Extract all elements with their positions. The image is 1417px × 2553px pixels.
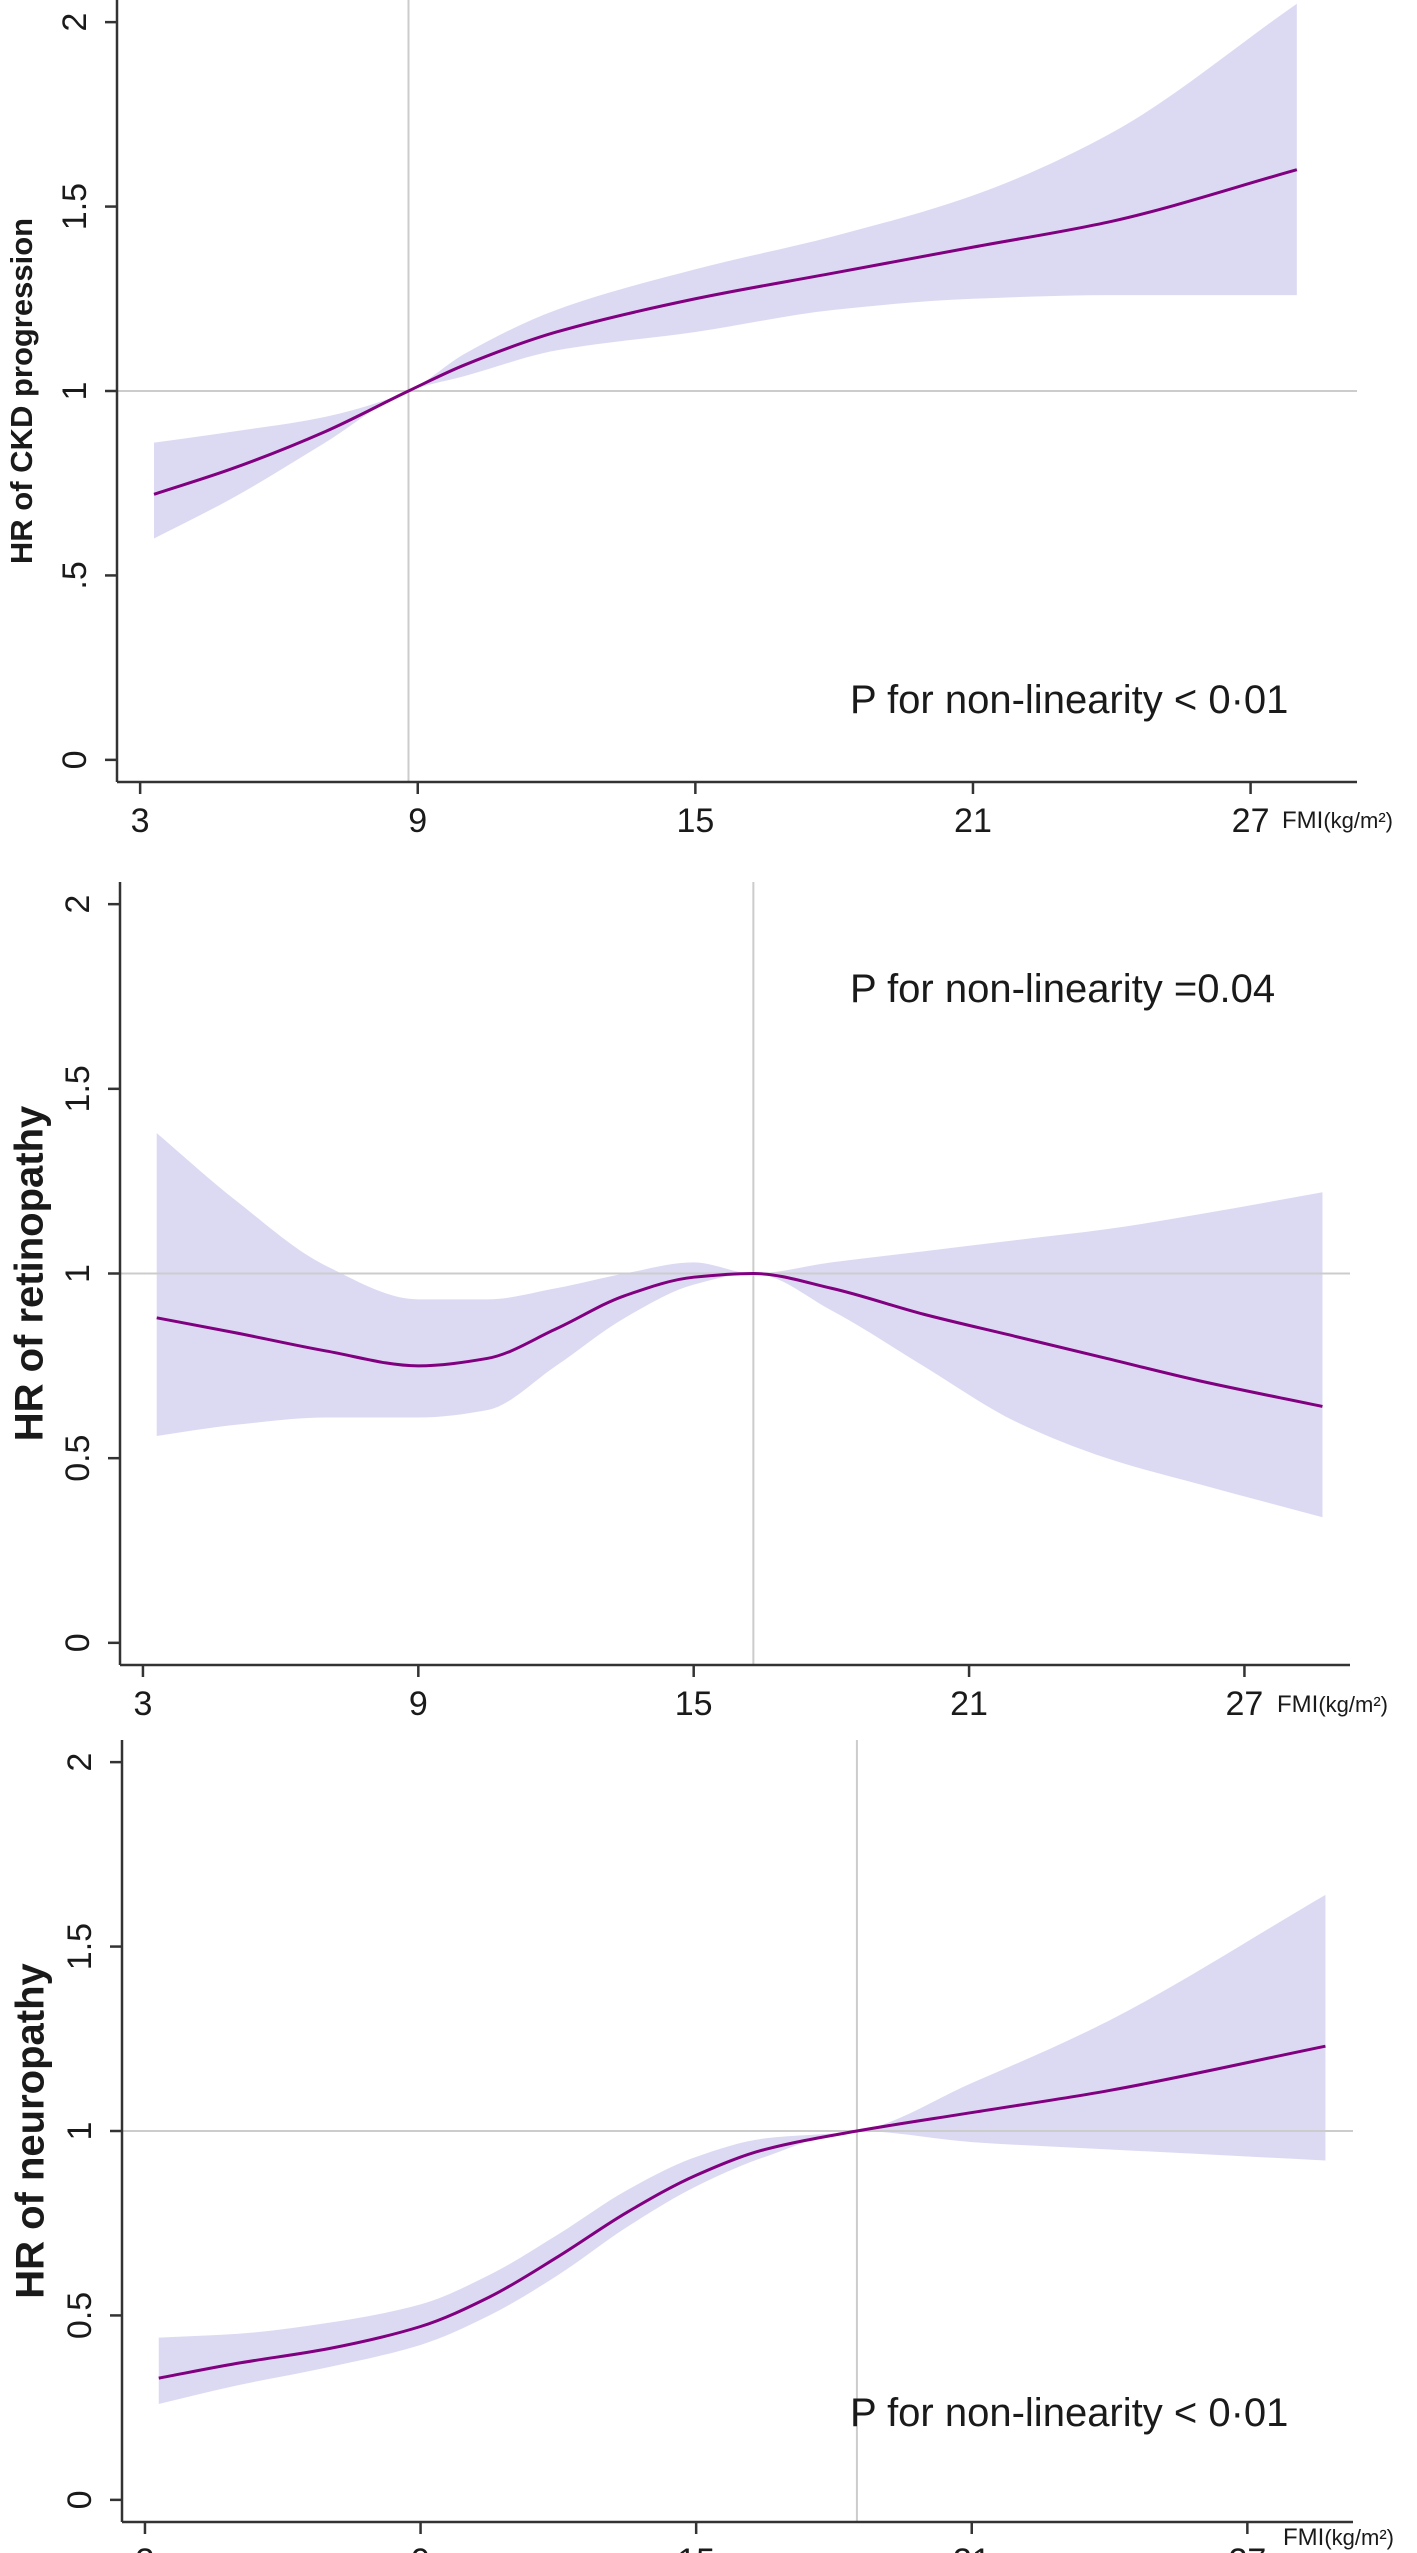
- p-value-annotation: P for non-linearity < 0·01: [850, 678, 1288, 722]
- x-tick-label: 15: [676, 802, 714, 840]
- y-tick-label: 0.5: [61, 2292, 99, 2339]
- axes: 0 0.5 1 1.5 2 3 9 15 21 27: [61, 1740, 1353, 2553]
- x-axis-label: FMI(kg/m²): [1282, 807, 1393, 834]
- x-tick-label: 27: [1232, 802, 1270, 840]
- p-value-annotation: P for non-linearity =0.04: [850, 967, 1275, 1011]
- y-axis-label: HR of neuropathy: [9, 1962, 53, 2298]
- x-tick-label: 3: [133, 1685, 152, 1723]
- ci-band-area: [156, 1133, 1323, 1518]
- x-axis-name: FMI: [1283, 2524, 1324, 2551]
- x-tick-label: 9: [411, 2542, 430, 2553]
- y-tick-label: 1.5: [61, 1923, 99, 1970]
- y-tick-label: 1: [59, 1264, 97, 1283]
- hr-curve: [153, 168, 1298, 496]
- x-tick-label: 21: [950, 1685, 988, 1723]
- x-axis-label: FMI(kg/m²): [1277, 1691, 1388, 1718]
- y-tick-label: 0: [61, 2490, 99, 2509]
- y-axis-label: HR of retinopathy: [8, 1105, 52, 1441]
- y-tick-label: 0: [59, 1633, 97, 1652]
- x-axis-unit: (kg/m²): [1318, 1692, 1388, 1717]
- panel-ckd-progression: 0 .5 1 1.5 2 3 9 15 21 27 HR of CKD progression P…: [4, 0, 1393, 840]
- x-axis-label: FMI(kg/m²): [1283, 2524, 1394, 2551]
- y-tick-label: 1.5: [59, 1065, 97, 1112]
- y-tick-label: 1: [61, 2122, 99, 2141]
- y-tick-label: 1: [56, 382, 94, 401]
- x-tick-label: 9: [408, 802, 427, 840]
- y-tick-label: 1.5: [56, 183, 94, 230]
- axes: 0 .5 1 1.5 2 3 9 15 21 27: [56, 0, 1357, 840]
- x-tick-label: 27: [1228, 2542, 1266, 2553]
- x-axis-unit: (kg/m²): [1323, 808, 1393, 833]
- y-tick-label: 0.5: [59, 1435, 97, 1482]
- x-tick-label: 21: [954, 802, 992, 840]
- panel-retinopathy: 0 0.5 1 1.5 2 3 9 15 21 27 HR of retinopathy P fo…: [8, 882, 1388, 1723]
- y-tick-label: 2: [59, 895, 97, 914]
- panel-neuropathy: 0 0.5 1 1.5 2 3 9 15 21 27 HR of neuropathy P for…: [9, 1740, 1394, 2553]
- ci-band: [154, 3, 1297, 539]
- ci-band: [158, 1894, 1326, 2404]
- axes: 0 0.5 1 1.5 2 3 9 15 21 27: [59, 882, 1350, 1723]
- hr-line: [153, 168, 1298, 496]
- x-tick-label: 27: [1226, 1685, 1264, 1723]
- ci-band-area: [154, 3, 1297, 539]
- x-tick-label: 15: [675, 1685, 713, 1723]
- x-tick-label: 21: [953, 2542, 991, 2553]
- x-tick-label: 9: [409, 1685, 428, 1723]
- x-axis-name: FMI: [1277, 1691, 1318, 1718]
- hr-line: [158, 2044, 1326, 2380]
- hr-line: [156, 1271, 1323, 1408]
- y-tick-label: 0: [56, 750, 94, 769]
- y-tick-label: 2: [61, 1753, 99, 1772]
- ci-band-area: [158, 1894, 1326, 2404]
- y-tick-label: 2: [56, 13, 94, 32]
- hr-curve: [158, 2044, 1326, 2380]
- hr-curve: [156, 1271, 1323, 1408]
- x-tick-label: 15: [677, 2542, 715, 2553]
- x-tick-label: 3: [136, 2542, 155, 2553]
- ci-band: [156, 1133, 1323, 1518]
- x-tick-label: 3: [131, 802, 150, 840]
- y-tick-label: .5: [56, 561, 94, 589]
- x-axis-name: FMI: [1282, 807, 1323, 834]
- y-axis-label: HR of CKD progression: [4, 218, 39, 564]
- p-value-annotation: P for non-linearity < 0·01: [850, 2391, 1288, 2435]
- x-axis-unit: (kg/m²): [1324, 2525, 1394, 2550]
